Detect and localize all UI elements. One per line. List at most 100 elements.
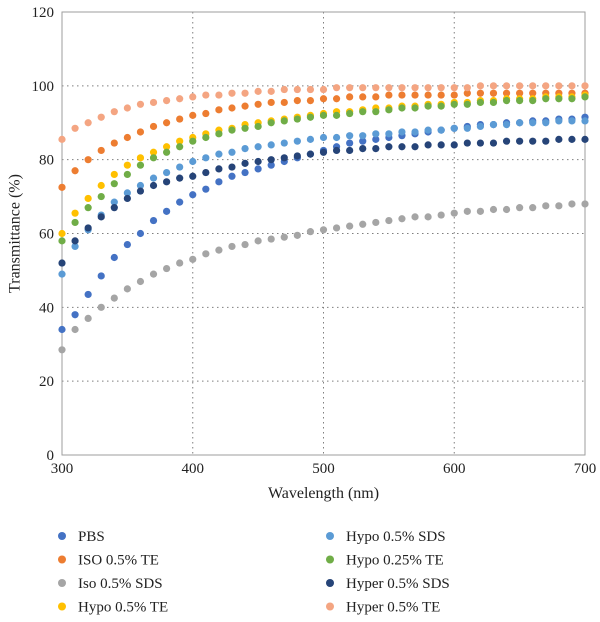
data-point (123, 189, 131, 197)
data-point (176, 163, 184, 171)
data-point (97, 113, 105, 121)
data-point (359, 93, 367, 101)
data-point (163, 119, 171, 127)
data-point (97, 146, 105, 155)
data-point (71, 242, 79, 251)
y-tick-label: 60 (39, 227, 54, 243)
data-point (437, 211, 445, 219)
data-point (437, 84, 445, 92)
data-point (293, 137, 301, 145)
data-point (215, 91, 223, 99)
data-point (228, 126, 236, 134)
data-point (463, 84, 471, 92)
data-point (385, 216, 393, 225)
data-point (136, 187, 145, 195)
data-point (502, 137, 511, 145)
data-point (372, 93, 380, 101)
data-point (411, 213, 419, 221)
data-point (58, 183, 66, 191)
data-point (398, 91, 406, 99)
data-point (306, 85, 315, 94)
data-point (202, 133, 210, 142)
data-point (215, 130, 223, 138)
data-point (424, 126, 432, 134)
data-point (97, 303, 105, 311)
data-point (267, 119, 275, 127)
data-point (293, 152, 301, 160)
data-point (359, 108, 367, 116)
legend-marker (58, 532, 66, 540)
data-point (359, 137, 367, 145)
data-point (176, 259, 184, 267)
data-point (437, 126, 445, 134)
data-point (332, 84, 341, 92)
data-point (189, 111, 197, 119)
data-point (398, 84, 406, 92)
data-point (163, 97, 171, 105)
data-point (372, 135, 380, 143)
data-point (163, 178, 171, 186)
data-point (149, 148, 158, 156)
data-point (555, 117, 563, 125)
data-point (568, 82, 576, 90)
y-tick-label: 40 (39, 300, 54, 316)
legend-marker (326, 532, 334, 540)
y-tick-label: 20 (39, 374, 54, 390)
data-point (463, 89, 471, 97)
data-point (437, 91, 445, 99)
data-point (241, 159, 249, 167)
data-point (346, 84, 354, 92)
data-point (267, 161, 275, 169)
data-point (385, 130, 393, 138)
legend-marker (58, 555, 66, 564)
data-point (516, 82, 524, 90)
data-point (476, 89, 484, 97)
data-point (202, 154, 210, 162)
series-4 (58, 117, 589, 278)
data-point (189, 157, 197, 166)
data-point (149, 181, 158, 190)
x-tick-labels: 300 400 500 600 700 (51, 461, 597, 477)
data-point (359, 144, 367, 153)
data-point (136, 154, 145, 162)
data-point (516, 137, 524, 145)
data-point (450, 124, 458, 132)
legend-label: PBS (78, 529, 105, 545)
data-point (555, 82, 563, 90)
data-point (58, 237, 66, 245)
data-point (516, 89, 524, 97)
data-point (163, 168, 171, 177)
data-point (84, 224, 92, 232)
data-point (555, 202, 563, 210)
legend-marker (326, 555, 334, 564)
data-point (542, 82, 550, 90)
data-point (202, 168, 210, 177)
data-point (385, 106, 393, 114)
legend-label: ISO 0.5% TE (78, 553, 159, 569)
data-point (359, 84, 367, 92)
data-point (346, 222, 354, 230)
series-3 (58, 91, 589, 238)
data-point (542, 119, 550, 127)
data-point (332, 111, 341, 119)
data-point (110, 204, 118, 212)
data-point (267, 156, 275, 164)
data-point (372, 144, 380, 153)
legend-marker (58, 602, 66, 611)
data-point (136, 181, 145, 190)
data-point (450, 100, 458, 108)
data-point (176, 143, 184, 151)
data-point (136, 229, 145, 238)
data-point (346, 139, 354, 147)
series-7 (58, 82, 589, 143)
data-point (502, 82, 511, 90)
data-point (476, 82, 484, 90)
data-point (450, 141, 458, 149)
series-2 (58, 200, 589, 354)
x-axis-title: Wavelength (nm) (268, 485, 379, 502)
legend-marker (326, 602, 334, 611)
legend-marker (58, 579, 66, 587)
legend-marker (326, 579, 334, 587)
data-point (555, 95, 563, 103)
data-point (215, 106, 223, 114)
